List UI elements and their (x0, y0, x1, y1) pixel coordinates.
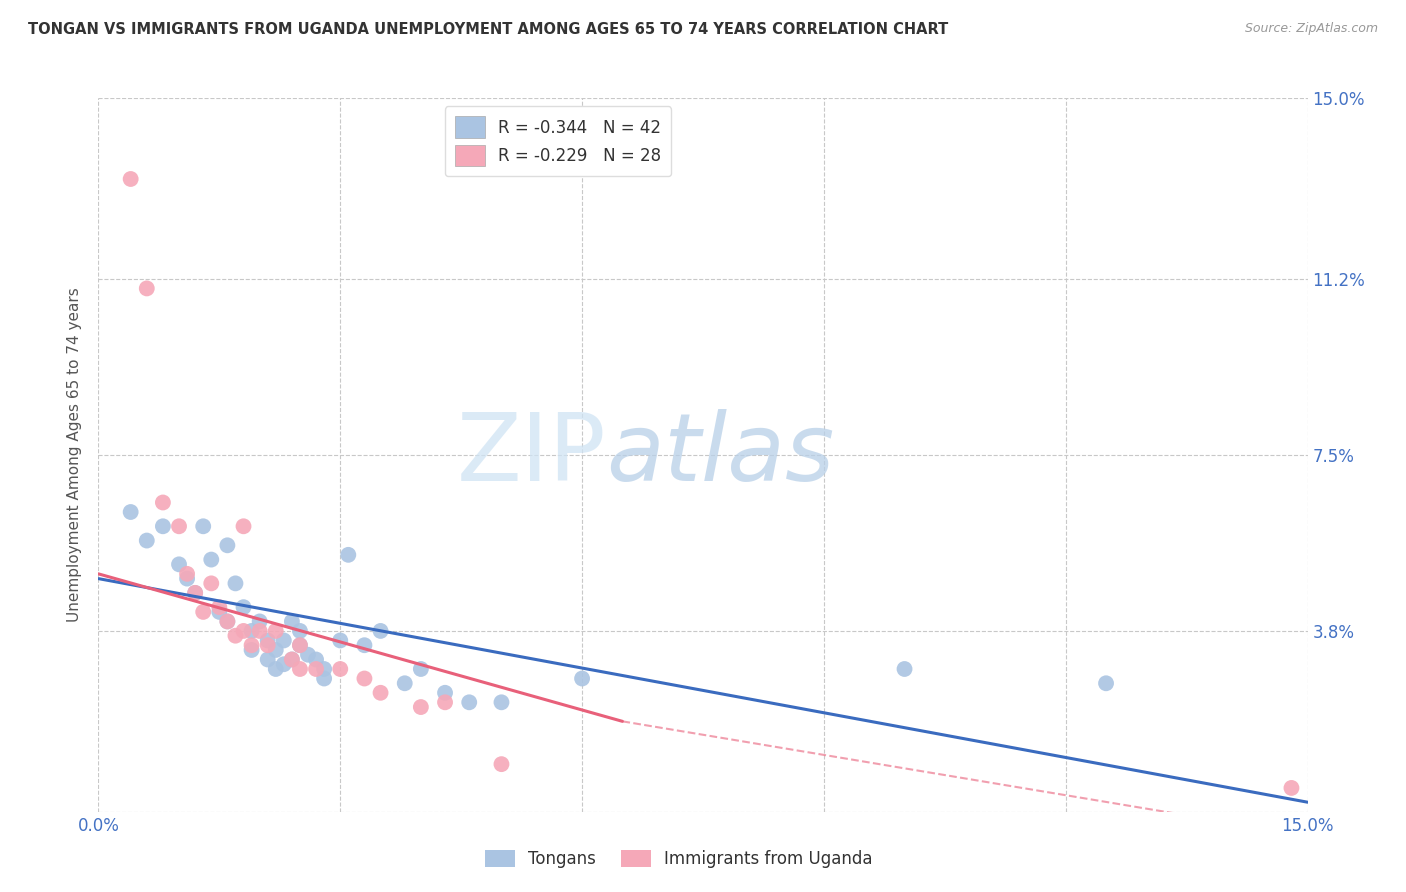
Point (409, 662, 432, 676)
Point (200, 576, 222, 591)
Point (353, 672, 375, 686)
Point (193, 605, 215, 619)
Point (249, 624, 271, 638)
Point (135, 281, 157, 295)
Point (200, 552, 222, 566)
Point (434, 695, 457, 709)
Text: Source: ZipAtlas.com: Source: ZipAtlas.com (1244, 22, 1378, 36)
Point (288, 638, 311, 652)
Point (1281, 780, 1303, 795)
Point (240, 643, 263, 657)
Point (232, 624, 254, 638)
Point (217, 538, 239, 552)
Point (176, 566, 198, 581)
Point (281, 652, 304, 666)
Point (152, 519, 174, 533)
Point (491, 757, 513, 772)
Point (224, 629, 246, 643)
Text: TONGAN VS IMMIGRANTS FROM UGANDA UNEMPLOYMENT AMONG AGES 65 TO 74 YEARS CORRELAT: TONGAN VS IMMIGRANTS FROM UGANDA UNEMPLO… (28, 22, 949, 37)
Y-axis label: Unemployment Among Ages 65 to 74 years: Unemployment Among Ages 65 to 74 years (67, 287, 83, 623)
Point (240, 624, 263, 638)
Point (314, 672, 336, 686)
Point (232, 600, 254, 615)
Point (184, 586, 207, 600)
Point (434, 686, 457, 700)
Point (120, 505, 142, 519)
Point (305, 662, 328, 676)
Point (184, 586, 207, 600)
Point (288, 638, 311, 652)
Point (152, 495, 174, 509)
Point (120, 172, 142, 186)
Point (314, 662, 336, 676)
Point (491, 695, 513, 709)
Text: atlas: atlas (606, 409, 835, 500)
Point (273, 633, 295, 648)
Legend: Tongans, Immigrants from Uganda: Tongans, Immigrants from Uganda (478, 843, 880, 875)
Point (208, 605, 231, 619)
Point (232, 519, 254, 533)
Point (394, 676, 416, 690)
Point (571, 672, 593, 686)
Point (893, 662, 915, 676)
Point (193, 519, 215, 533)
Point (1095, 676, 1118, 690)
Point (249, 615, 271, 629)
Text: ZIP: ZIP (457, 409, 606, 501)
Point (256, 638, 278, 652)
Point (135, 533, 157, 548)
Point (217, 615, 239, 629)
Point (281, 652, 304, 666)
Point (458, 695, 481, 709)
Point (264, 662, 287, 676)
Point (217, 615, 239, 629)
Point (329, 662, 352, 676)
Point (409, 700, 432, 714)
Point (353, 638, 375, 652)
Point (224, 576, 246, 591)
Point (288, 662, 311, 676)
Point (264, 624, 287, 638)
Point (370, 624, 392, 638)
Point (167, 519, 190, 533)
Point (264, 643, 287, 657)
Point (337, 548, 360, 562)
Point (273, 657, 295, 672)
Point (256, 652, 278, 666)
Point (176, 572, 198, 586)
Point (305, 652, 328, 666)
Point (281, 615, 304, 629)
Point (167, 558, 190, 572)
Point (208, 600, 231, 615)
Point (329, 633, 352, 648)
Point (256, 633, 278, 648)
Point (370, 686, 392, 700)
Point (288, 624, 311, 638)
Point (240, 638, 263, 652)
Point (297, 648, 319, 662)
